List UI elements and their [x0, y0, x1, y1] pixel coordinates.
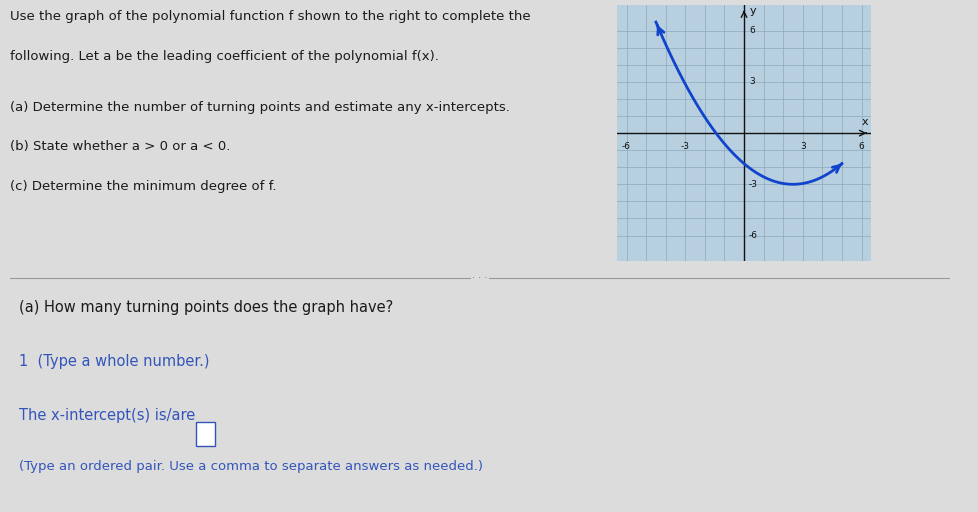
- Text: 3: 3: [799, 142, 805, 151]
- Text: -6: -6: [621, 142, 631, 151]
- Text: Use the graph of the polynomial function f shown to the right to complete the: Use the graph of the polynomial function…: [10, 10, 530, 23]
- Text: following. Let a be the leading coefficient of the polynomial f(x).: following. Let a be the leading coeffici…: [10, 50, 438, 62]
- Text: -6: -6: [748, 231, 757, 240]
- Text: 1  (Type a whole number.): 1 (Type a whole number.): [20, 354, 209, 369]
- Text: (c) Determine the minimum degree of f.: (c) Determine the minimum degree of f.: [10, 180, 276, 193]
- Text: 3: 3: [748, 77, 754, 87]
- Text: -3: -3: [680, 142, 689, 151]
- Text: (a) How many turning points does the graph have?: (a) How many turning points does the gra…: [20, 300, 393, 314]
- Text: y: y: [749, 6, 756, 16]
- Text: (a) Determine the number of turning points and estimate any x-intercepts.: (a) Determine the number of turning poin…: [10, 101, 510, 114]
- Text: (b) State whether a > 0 or a < 0.: (b) State whether a > 0 or a < 0.: [10, 140, 230, 154]
- Text: 6: 6: [748, 26, 754, 35]
- FancyBboxPatch shape: [196, 422, 214, 445]
- Text: 6: 6: [858, 142, 864, 151]
- Text: . . .: . . .: [471, 270, 487, 280]
- Text: x: x: [861, 117, 867, 126]
- Text: The x-intercept(s) is/are: The x-intercept(s) is/are: [20, 408, 196, 423]
- Text: (Type an ordered pair. Use a comma to separate answers as needed.): (Type an ordered pair. Use a comma to se…: [20, 460, 483, 473]
- Text: -3: -3: [748, 180, 757, 189]
